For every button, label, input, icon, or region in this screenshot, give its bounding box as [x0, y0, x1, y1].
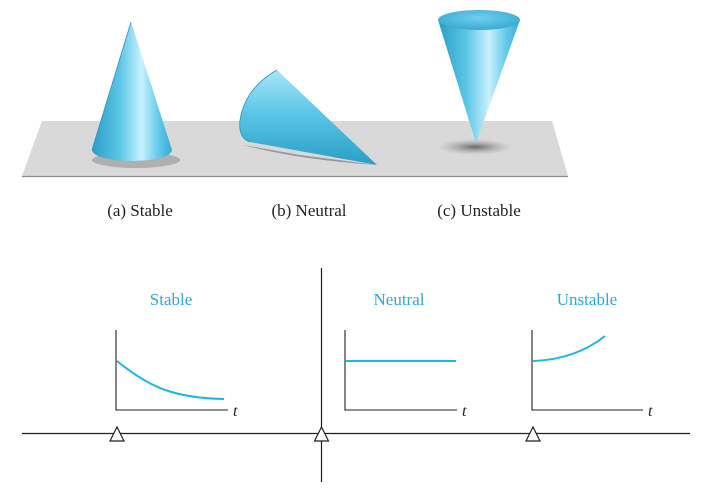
- caption-unstable: (c) Unstable: [437, 201, 521, 220]
- graph-axes: [531, 330, 643, 411]
- graph-neutral: Neutral t: [344, 290, 467, 420]
- graph-title-neutral: Neutral: [374, 290, 425, 309]
- graph-axes: [344, 330, 457, 411]
- caption-stable: (a) Stable: [107, 201, 173, 220]
- axis-label-t: t: [648, 403, 653, 420]
- graph-unstable: Unstable t: [531, 290, 653, 420]
- curve-decaying: [116, 360, 225, 400]
- triangle-support-icon: [109, 425, 125, 442]
- triangle-support-icon: [525, 425, 541, 442]
- stable-cone: [91, 21, 180, 168]
- graph-stable: Stable t: [115, 290, 238, 420]
- neutral-cone: [239, 69, 377, 165]
- graph-title-unstable: Unstable: [557, 290, 617, 309]
- graph-axes: [115, 330, 228, 411]
- axis-label-t: t: [233, 403, 238, 420]
- graph-title-stable: Stable: [150, 290, 193, 309]
- triangle-support-icon: [313, 425, 330, 442]
- caption-neutral: (b) Neutral: [271, 201, 346, 220]
- unstable-cone: [437, 10, 520, 155]
- axis-label-t: t: [462, 403, 467, 420]
- curve-growing: [532, 335, 606, 362]
